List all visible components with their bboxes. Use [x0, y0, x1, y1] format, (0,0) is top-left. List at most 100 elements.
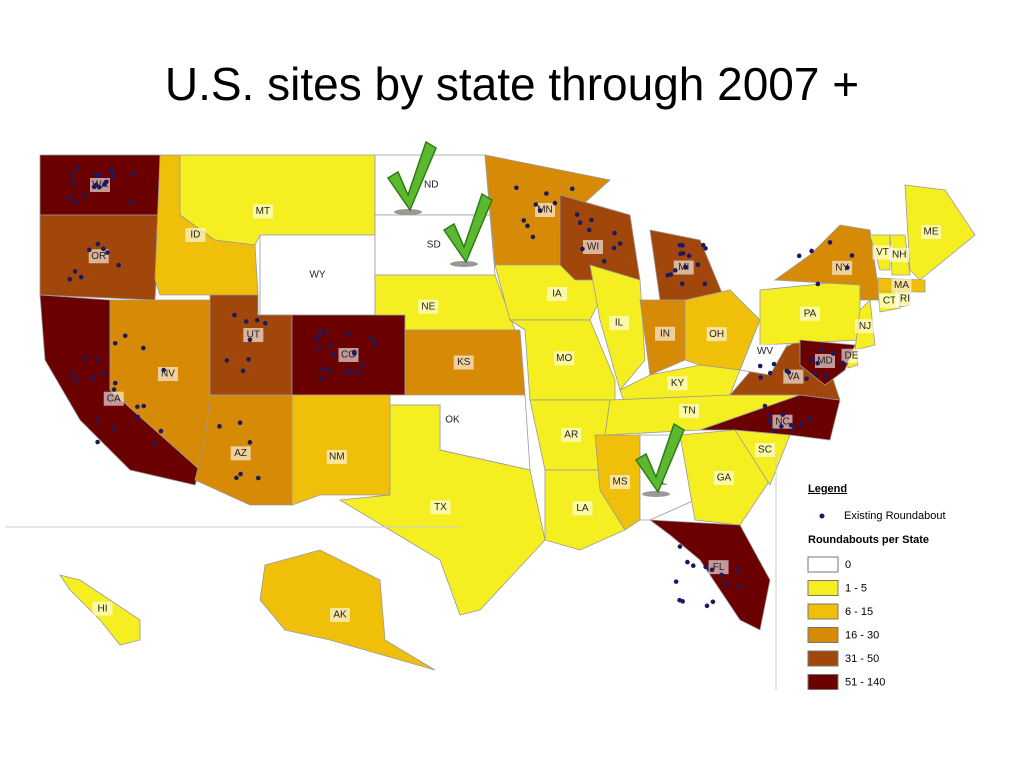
state-label-box — [547, 287, 567, 301]
roundabout-dot — [240, 368, 246, 374]
state-label: AZ — [234, 448, 247, 459]
roundabout-dot — [735, 567, 741, 572]
state-label-box — [879, 294, 900, 308]
roundabout-dot — [323, 330, 329, 336]
roundabout-dot — [771, 428, 777, 434]
legend-bin-label: 0 — [845, 559, 851, 571]
roundabout-dot — [343, 370, 348, 376]
state-label: DE — [845, 350, 859, 361]
roundabout-dot — [360, 362, 365, 367]
roundabout-dot — [580, 246, 585, 252]
checkmark — [386, 140, 437, 212]
roundabout-dot — [97, 173, 103, 178]
roundabout-dot — [152, 441, 157, 446]
state-label: MS — [613, 477, 628, 488]
roundabout-dot — [809, 357, 815, 362]
roundabout-dot — [845, 265, 850, 270]
checkmark — [634, 422, 685, 494]
roundabout-dot — [612, 230, 617, 236]
state-label-box — [841, 348, 862, 363]
roundabout-dot — [352, 351, 357, 356]
roundabout-dot — [673, 268, 678, 273]
roundabout-dot — [135, 414, 141, 420]
state-label-box — [609, 316, 629, 330]
state-label-box — [755, 443, 775, 457]
state-label: WV — [757, 346, 773, 357]
roundabout-dot — [129, 199, 134, 205]
roundabout-dot — [586, 227, 592, 233]
roundabout-dot — [67, 196, 72, 201]
state-label: CT — [883, 296, 896, 307]
state-label-box — [326, 450, 347, 464]
state-label-box — [583, 240, 603, 254]
roundabout-dot — [813, 371, 818, 377]
roundabout-dot — [91, 184, 97, 190]
roundabout-dot — [67, 276, 73, 282]
state-label-box — [815, 354, 835, 368]
state-label: NC — [775, 416, 789, 427]
roundabout-dot — [762, 403, 768, 409]
roundabout-dot — [82, 192, 87, 198]
roundabout-dot — [780, 412, 786, 417]
state-label: ME — [924, 227, 939, 238]
roundabout-dot — [331, 352, 336, 357]
roundabout-dot — [255, 475, 261, 481]
roundabout-dot — [141, 403, 147, 409]
state-label-box — [921, 225, 941, 239]
roundabout-dot — [87, 247, 92, 253]
roundabout-dot — [97, 184, 102, 190]
roundabout-dot — [736, 584, 742, 590]
state — [773, 224, 881, 301]
roundabout-dot — [757, 363, 763, 369]
roundabout-dot — [238, 471, 243, 477]
roundabout-dot — [824, 373, 829, 379]
roundabout-dot — [807, 416, 813, 422]
state-label-box — [430, 500, 451, 515]
state-label-box — [453, 355, 474, 370]
roundabout-dot — [537, 208, 543, 213]
state-label: GA — [717, 473, 732, 484]
legend-title: Legend — [808, 483, 847, 495]
roundabout-dot — [784, 368, 790, 374]
roundabout-dot — [723, 581, 728, 587]
roundabout-dot — [815, 281, 821, 287]
state-label: LA — [576, 503, 589, 514]
roundabout-dot — [804, 376, 809, 382]
roundabout-dot — [767, 370, 773, 376]
state-label-box — [230, 446, 251, 461]
roundabout-dot — [112, 380, 118, 386]
roundabout-dot — [130, 171, 136, 177]
roundabout-dot — [247, 337, 253, 343]
state-label: CA — [107, 393, 121, 404]
roundabout-dot — [530, 234, 536, 240]
state-label: FL — [713, 562, 725, 573]
state-label: NY — [835, 262, 849, 273]
roundabout-dot — [673, 579, 679, 584]
legend-swatch — [807, 580, 839, 596]
roundabout-dot — [574, 212, 580, 217]
roundabout-dot — [95, 439, 100, 445]
state-label: KY — [671, 378, 685, 389]
state-label: NJ — [859, 321, 871, 332]
state — [648, 519, 771, 631]
state-label-box — [610, 475, 630, 489]
legend-point-label: Existing Roundabout — [844, 510, 946, 522]
state-label-box — [103, 391, 124, 406]
roundabout-dot — [569, 186, 575, 192]
roundabout-dot — [217, 424, 222, 429]
state-label: WY — [309, 270, 325, 281]
roundabout-dot — [224, 358, 230, 363]
legend-dot — [819, 513, 825, 519]
state-label: IA — [552, 289, 562, 300]
legend-swatch — [807, 627, 839, 643]
roundabout-dot — [809, 248, 814, 254]
check-shadow — [642, 491, 670, 497]
roundabout-dot — [234, 475, 239, 481]
state-label: VT — [876, 247, 889, 258]
legend-swatch — [807, 674, 839, 690]
state-label: TN — [682, 406, 695, 417]
state-label: VA — [787, 371, 800, 382]
checkmarks — [386, 140, 685, 497]
state-label: RI — [900, 294, 910, 305]
roundabout-dot — [135, 404, 140, 410]
